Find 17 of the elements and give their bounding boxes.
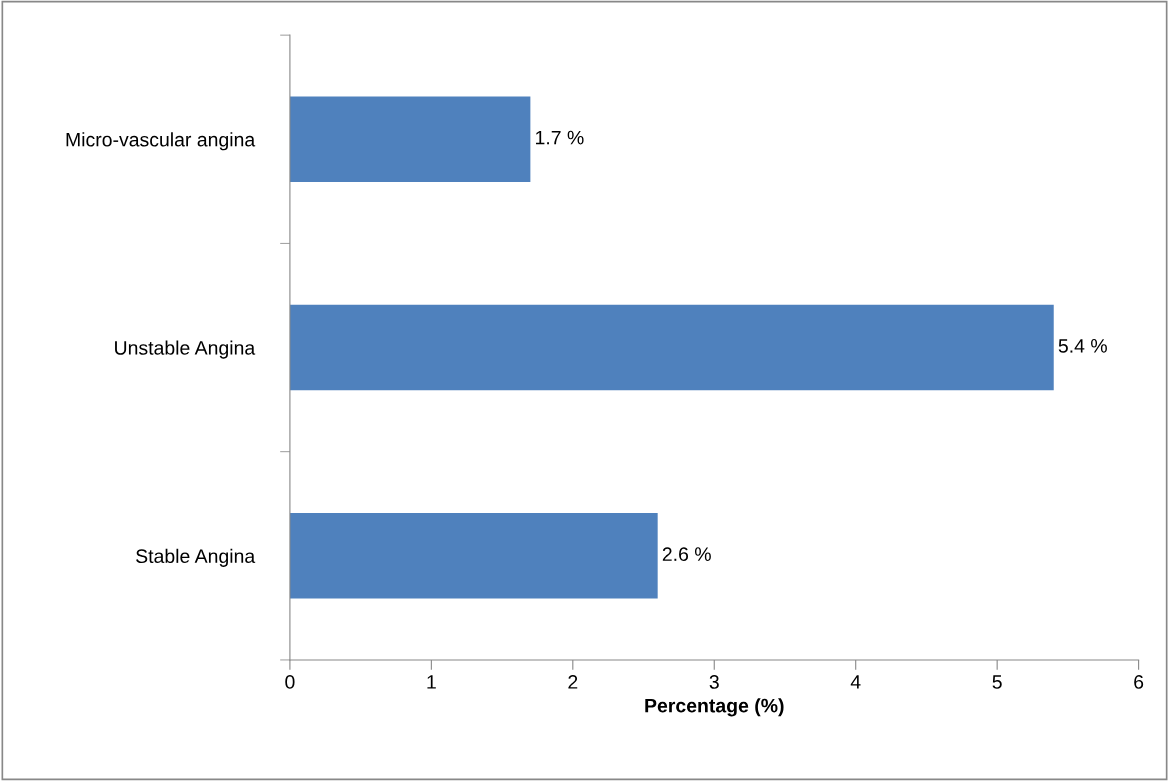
x-tick-label: 4 [850, 675, 861, 689]
x-tick-label: 1 [427, 675, 436, 689]
bar [289, 304, 1054, 391]
x-tick-label: 0 [285, 675, 295, 689]
y-tick-label: Stable Angina [136, 548, 256, 567]
data-label: 2.6 % [662, 547, 711, 562]
y-tick-label: Micro-vascular angina [66, 132, 256, 151]
bar [289, 96, 531, 182]
data-label: 5.4 % [1058, 339, 1107, 353]
x-tick-label: 6 [1134, 675, 1144, 689]
y-tick-label: Unstable Angina [115, 340, 256, 359]
x-tick-label: 5 [992, 675, 1002, 689]
data-label: 1.7 % [536, 130, 584, 145]
x-tick-label: 2 [568, 675, 578, 689]
x-axis-title: Percentage (%) [645, 698, 784, 717]
x-tick-label: 3 [709, 675, 719, 689]
bar [289, 513, 658, 599]
